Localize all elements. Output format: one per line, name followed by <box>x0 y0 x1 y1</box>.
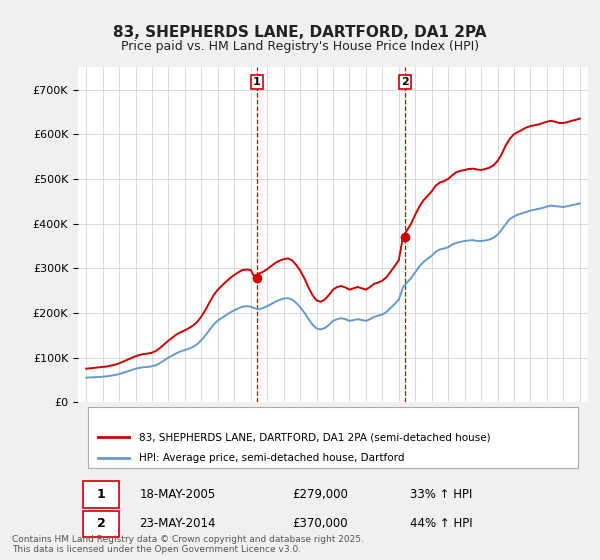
Text: Contains HM Land Registry data © Crown copyright and database right 2025.
This d: Contains HM Land Registry data © Crown c… <box>12 535 364 554</box>
Text: 23-MAY-2014: 23-MAY-2014 <box>139 517 216 530</box>
FancyBboxPatch shape <box>83 511 119 537</box>
Text: 1: 1 <box>253 77 261 87</box>
Text: 83, SHEPHERDS LANE, DARTFORD, DA1 2PA (semi-detached house): 83, SHEPHERDS LANE, DARTFORD, DA1 2PA (s… <box>139 432 491 442</box>
Text: 44% ↑ HPI: 44% ↑ HPI <box>409 517 472 530</box>
Text: HPI: Average price, semi-detached house, Dartford: HPI: Average price, semi-detached house,… <box>139 453 404 463</box>
Text: £370,000: £370,000 <box>292 517 348 530</box>
FancyBboxPatch shape <box>88 407 578 468</box>
Text: 33% ↑ HPI: 33% ↑ HPI <box>409 488 472 501</box>
Text: 18-MAY-2005: 18-MAY-2005 <box>139 488 215 501</box>
Text: £279,000: £279,000 <box>292 488 348 501</box>
Text: 2: 2 <box>401 77 409 87</box>
Text: Price paid vs. HM Land Registry's House Price Index (HPI): Price paid vs. HM Land Registry's House … <box>121 40 479 53</box>
Text: 2: 2 <box>97 517 106 530</box>
Text: 83, SHEPHERDS LANE, DARTFORD, DA1 2PA: 83, SHEPHERDS LANE, DARTFORD, DA1 2PA <box>113 25 487 40</box>
FancyBboxPatch shape <box>83 482 119 508</box>
Text: 1: 1 <box>97 488 106 501</box>
